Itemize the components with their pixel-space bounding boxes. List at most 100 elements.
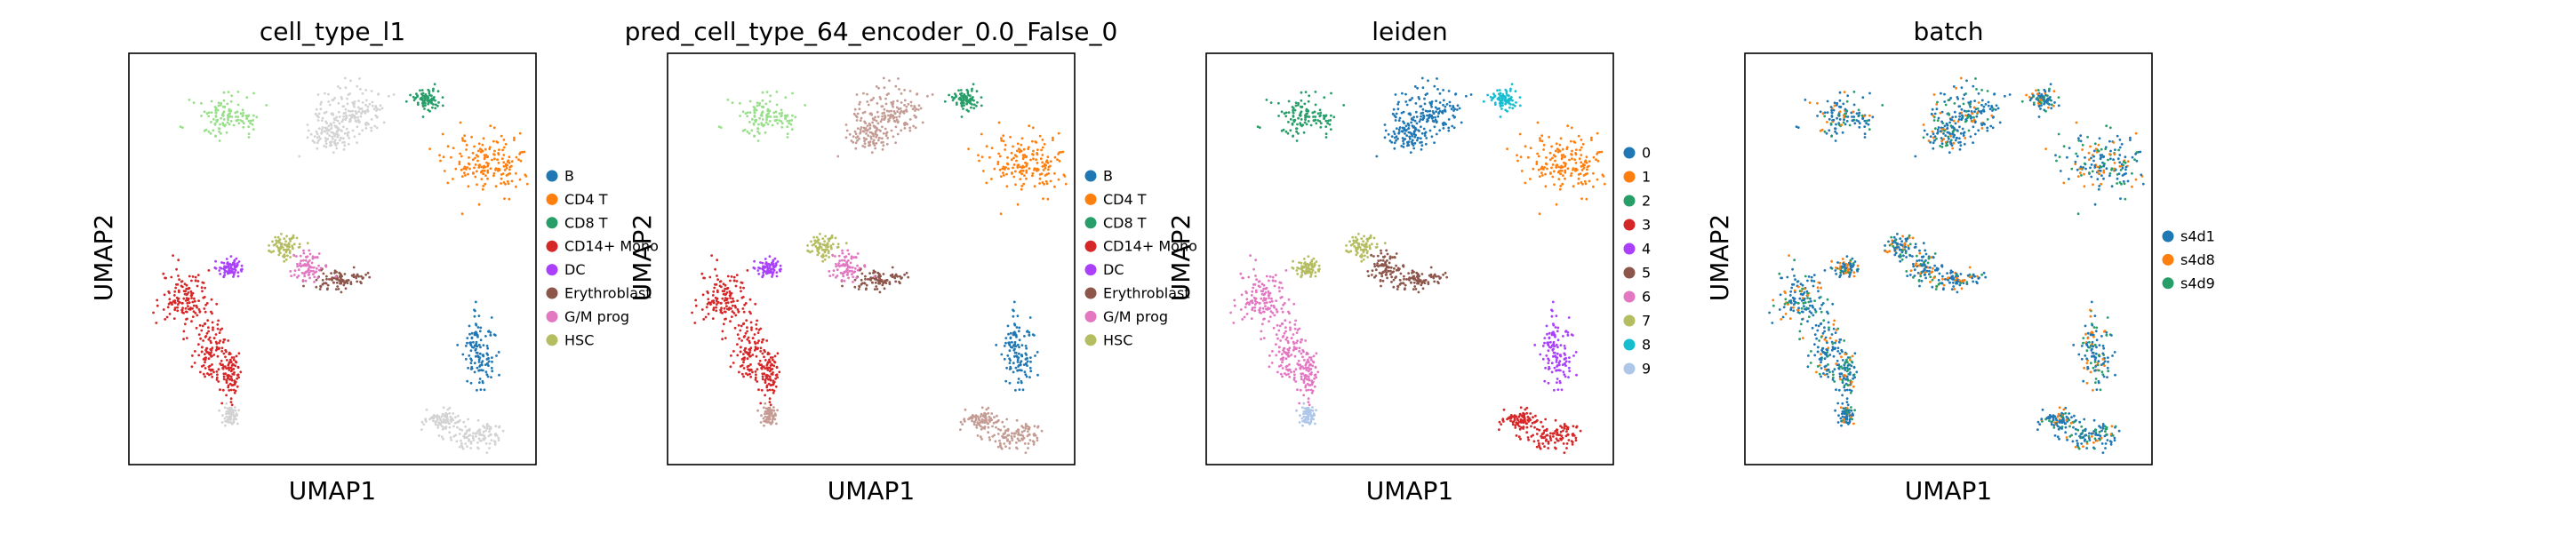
scatter-point [1517, 435, 1521, 439]
scatter-point [1002, 134, 1005, 138]
scatter-point [162, 308, 165, 311]
scatter-point [899, 111, 902, 114]
scatter-point [228, 369, 231, 371]
scatter-point [343, 144, 347, 147]
scatter-point [331, 137, 334, 140]
scatter-point [1380, 259, 1382, 262]
scatter-point [184, 306, 188, 310]
scatter-point [995, 344, 998, 346]
scatter-point [882, 144, 885, 147]
scatter-point [1562, 370, 1565, 374]
scatter-point [219, 329, 222, 331]
scatter-point [959, 92, 963, 96]
scatter-point [736, 343, 739, 346]
scatter-point [1256, 125, 1260, 129]
scatter-point [1275, 308, 1278, 311]
scatter-point [1538, 442, 1540, 445]
scatter-point [1400, 130, 1404, 133]
scatter-point [487, 162, 490, 165]
scatter-point [220, 421, 224, 424]
scatter-point [854, 115, 858, 117]
scatter-point [229, 406, 233, 410]
scatter-point [1373, 275, 1376, 279]
scatter-point [1511, 423, 1515, 426]
scatter-point [747, 336, 750, 339]
scatter-point [246, 115, 250, 118]
scatter-point [1040, 148, 1043, 152]
scatter-point [185, 287, 188, 290]
scatter-point [740, 290, 742, 293]
scatter-point [772, 409, 776, 412]
panel-pred-cell-type: pred_cell_type_64_encoder_0.0_False_0 UM… [625, 17, 1197, 505]
scatter-point [979, 435, 982, 439]
scatter-point [1004, 341, 1007, 345]
scatter-point [1288, 321, 1292, 324]
scatter-point [1302, 265, 1305, 268]
scatter-point [1393, 147, 1396, 150]
scatter-point [1317, 264, 1321, 267]
scatter-point [1550, 370, 1554, 374]
scatter-point [188, 301, 191, 305]
scatter-point [446, 145, 450, 148]
scatter-point [1572, 434, 1576, 437]
scatter-point [1539, 137, 1541, 140]
scatter-point [748, 341, 751, 345]
scatter-point [1009, 367, 1012, 370]
scatter-point [1383, 123, 1387, 126]
scatter-point [1577, 134, 1580, 138]
scatter-point [234, 268, 237, 272]
scatter-point [1009, 337, 1012, 340]
scatter-point [766, 408, 770, 411]
scatter-point [459, 152, 461, 155]
scatter-point [931, 93, 934, 96]
scatter-point [307, 260, 310, 264]
scatter-point [807, 250, 810, 253]
scatter-point [1342, 104, 1346, 107]
scatter-point [869, 135, 873, 139]
scatter-point [1398, 282, 1402, 286]
scatter-point [1013, 435, 1016, 438]
scatter-point [741, 307, 745, 310]
scatter-point [493, 157, 496, 161]
scatter-point [1009, 331, 1012, 335]
scatter-point [1369, 236, 1372, 239]
scatter-point [177, 259, 180, 262]
scatter-point [1244, 302, 1248, 306]
scatter-point [1252, 296, 1256, 299]
scatter-point [1274, 274, 1277, 276]
scatter-point [284, 249, 288, 252]
scatter-point [274, 243, 277, 246]
scatter-point [379, 104, 382, 107]
scatter-point [200, 365, 204, 368]
scatter-point [335, 115, 338, 119]
scatter-point [1508, 94, 1510, 98]
scatter-point [316, 266, 318, 270]
scatter-point [1500, 107, 1503, 110]
scatter-point [340, 276, 342, 280]
scatter-point [1288, 354, 1291, 358]
scatter-point [208, 336, 212, 339]
scatter-point [1572, 334, 1574, 337]
scatter-point [1546, 434, 1549, 437]
scatter-point [1232, 322, 1236, 324]
scatter-point [214, 115, 218, 117]
scatter-point [468, 354, 471, 357]
scatter-point [743, 303, 746, 306]
scatter-point [776, 352, 780, 355]
scatter-point [473, 370, 476, 374]
scatter-point [1595, 158, 1597, 162]
scatter-point [215, 342, 219, 346]
scatter-point [325, 128, 328, 131]
scatter-point [172, 294, 176, 297]
scatter-point [203, 296, 206, 298]
scatter-point [823, 243, 826, 246]
scatter-point [1540, 434, 1542, 438]
scatter-point [436, 104, 439, 107]
scatter-point [746, 115, 749, 118]
plot-frame [667, 52, 1076, 465]
scatter-point [200, 286, 204, 290]
scatter-point [1516, 154, 1518, 157]
scatter-point [182, 297, 186, 300]
scatter-point [821, 253, 825, 256]
